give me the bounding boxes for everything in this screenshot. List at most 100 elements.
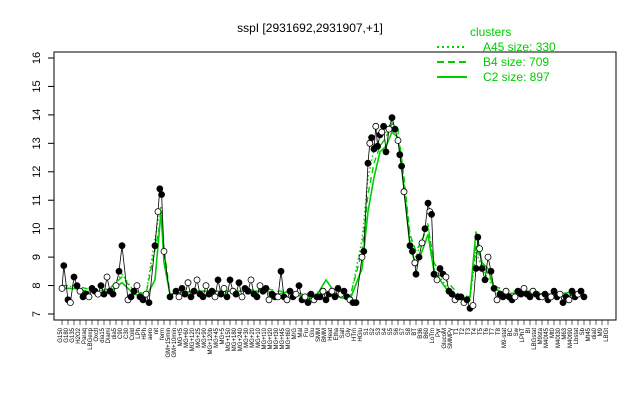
series-lines [61, 119, 585, 301]
data-point-79 [304, 299, 312, 307]
data-point-0 [58, 284, 66, 292]
data-point-158 [526, 293, 534, 301]
data-point-4 [70, 273, 78, 281]
x-tick-label-44: BMM [322, 328, 328, 342]
x-tick-label-37: MG+t45 [280, 327, 286, 349]
x-tick-label-75: BC [508, 327, 514, 336]
x-tick-label-43: SMM [316, 328, 322, 342]
x-tick-label-81: M40t45 [544, 327, 550, 348]
x-tick-label-74: M9-stat [502, 328, 508, 348]
x-tick-label-62: LoTm [430, 328, 436, 343]
data-point-95 [352, 299, 360, 307]
x-tick-label-80: M9sta [538, 327, 544, 344]
data-point-85 [322, 296, 330, 304]
data-point-116 [408, 247, 416, 255]
x-tick-label-15: aero [148, 327, 154, 340]
data-point-125 [430, 270, 438, 278]
y-tick-label-13: 13 [31, 137, 43, 149]
x-tick-label-1: G180 [64, 327, 70, 342]
data-point-52 [223, 293, 231, 301]
data-point-44 [199, 293, 207, 301]
x-tick-label-59: BT [412, 328, 418, 336]
x-tick-label-46: Etha [334, 327, 340, 340]
data-point-134 [457, 293, 465, 301]
y-tick-label-11: 11 [31, 195, 43, 206]
data-point-33 [160, 247, 168, 255]
x-tick-label-49: HTm [352, 328, 358, 341]
data-point-88 [331, 293, 339, 301]
data-points [58, 114, 588, 312]
data-point-169 [559, 299, 567, 307]
x-tick-label-47: Salt [340, 328, 346, 339]
data-point-51 [220, 284, 228, 292]
data-point-30 [154, 208, 162, 216]
data-point-66 [265, 296, 273, 304]
x-tick-label-86: Lbstat [574, 328, 580, 345]
data-point-12 [94, 290, 102, 298]
x-tick-label-30: MG+240 [238, 327, 244, 351]
x-tick-label-22: MG+120 [190, 327, 196, 351]
data-point-145 [487, 267, 495, 275]
data-point-97 [360, 247, 368, 255]
x-tick-label-89: dia0 [592, 327, 598, 339]
legend-label-b4: B4 size: 709 [483, 55, 549, 69]
x-tick-label-36: MG+t30 [274, 327, 280, 349]
x-tick-label-42: Glu [310, 328, 316, 337]
y-tick-label-14: 14 [31, 109, 43, 121]
plot-frame [53, 51, 617, 321]
x-tick-label-48: Gly [346, 328, 352, 337]
data-point-147 [493, 296, 501, 304]
data-point-119 [415, 253, 423, 261]
x-tick-label-40: Mal [298, 328, 304, 338]
series-line-0 [61, 119, 584, 301]
series-line-2 [62, 130, 585, 301]
x-tick-label-35: MG+t20 [268, 327, 274, 349]
data-point-124 [428, 210, 436, 218]
data-point-84 [319, 287, 327, 295]
data-point-107 [382, 148, 390, 156]
data-point-63 [256, 282, 264, 290]
data-point-27 [142, 290, 150, 298]
data-point-171 [565, 296, 573, 304]
x-tick-label-58: S8 [406, 327, 412, 335]
data-point-153 [511, 293, 519, 301]
x-tick-label-24: MG+90 [202, 327, 208, 348]
x-tick-label-28: MG+150 [226, 327, 232, 351]
data-point-141 [476, 245, 484, 253]
x-tick-label-54: S4 [382, 327, 388, 335]
data-point-53 [226, 276, 234, 284]
x-tick-label-29: MG+180 [232, 327, 238, 351]
data-point-60 [247, 276, 255, 284]
data-point-19 [115, 267, 123, 275]
x-tick-label-31: MG+30 [244, 327, 250, 348]
data-point-32 [158, 191, 166, 198]
x-tick-label-7: dia15 [100, 327, 106, 342]
data-point-23 [130, 287, 138, 295]
data-point-127 [436, 265, 444, 272]
x-tick-label-33: MG+10 [256, 327, 262, 348]
y-tick-label-9: 9 [31, 254, 43, 260]
data-point-144 [484, 253, 492, 261]
data-point-42 [193, 276, 201, 284]
data-point-129 [442, 273, 450, 281]
legend-title: clusters [470, 25, 511, 39]
data-point-50 [217, 290, 225, 298]
x-tick-label-0: G150 [58, 327, 64, 342]
data-point-38 [181, 290, 189, 298]
x-tick-label-34: MG+t10 [262, 327, 268, 349]
y-tick-label-10: 10 [31, 223, 43, 235]
x-tick-label-27: MG+5 [220, 327, 226, 344]
x-tick-label-91: LBGt [604, 328, 610, 342]
data-point-140 [474, 233, 482, 241]
x-tick-label-90: M9 [598, 327, 604, 336]
data-point-91 [340, 287, 348, 295]
data-point-36 [175, 293, 183, 301]
x-tick-label-50: HGlu [358, 328, 364, 342]
x-tick-label-16: nit [154, 328, 160, 335]
x-tick-label-82: Mt0 [550, 327, 556, 338]
data-point-55 [232, 290, 240, 298]
data-point-163 [541, 290, 549, 298]
data-point-76 [295, 282, 303, 290]
data-point-22 [127, 293, 135, 301]
